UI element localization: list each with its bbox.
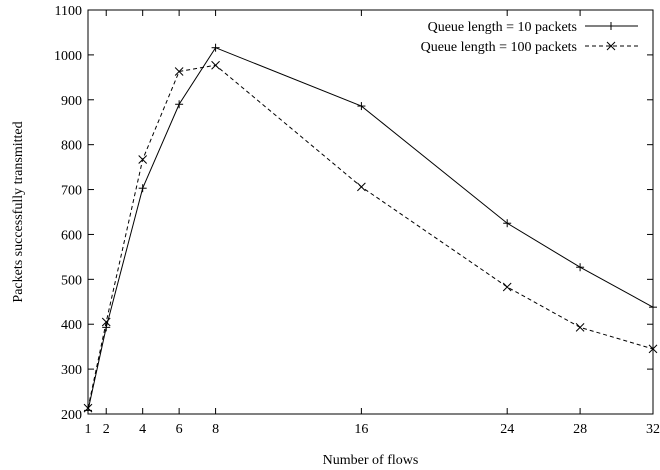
y-tick-label: 600	[61, 228, 82, 243]
series-line	[87, 47, 654, 411]
series-queue-10	[84, 43, 657, 415]
x-axis-label: Number of flows	[323, 453, 419, 468]
y-tick-label: 300	[61, 363, 82, 378]
data-point	[357, 182, 366, 192]
series-queue-100	[83, 60, 658, 413]
y-tick-label: 200	[61, 408, 82, 423]
data-point	[175, 100, 184, 109]
legend-label-queue-10: Queue length = 10 packets	[428, 20, 577, 35]
data-point	[102, 323, 111, 332]
data-point	[211, 43, 220, 52]
data-point	[576, 263, 585, 272]
data-point	[503, 219, 512, 228]
legend: Queue length = 10 packets Queue length =…	[421, 20, 638, 55]
y-tick-label: 800	[61, 139, 82, 154]
series-line	[87, 64, 654, 409]
data-point	[138, 155, 148, 164]
data-point	[575, 323, 585, 332]
legend-marker-queue-10	[607, 22, 615, 30]
series-layer	[83, 43, 658, 415]
y-tick-label: 700	[61, 184, 82, 199]
x-tick-label: 1	[85, 422, 92, 437]
data-point	[211, 60, 220, 70]
data-point	[138, 184, 147, 193]
legend-label-queue-100: Queue length = 100 packets	[421, 40, 577, 55]
legend-marker-queue-100	[606, 41, 616, 51]
data-point	[101, 317, 111, 327]
x-tick-label: 8	[212, 422, 219, 437]
legend-entry-queue-10: Queue length = 10 packets	[428, 20, 638, 35]
data-point	[357, 102, 366, 111]
x-tick-label: 2	[103, 422, 110, 437]
x-tick-label: 4	[139, 422, 146, 437]
x-tick-label: 16	[354, 422, 368, 437]
x-tick-label: 28	[573, 422, 587, 437]
data-point	[174, 67, 184, 76]
y-axis-label: Packets successfully transmitted	[11, 121, 26, 302]
legend-marker	[607, 22, 615, 30]
tick-layer: 1 2 4 6 8 16 24 28 32200300400500600700800900100…	[54, 4, 660, 437]
data-point	[502, 282, 512, 292]
y-tick-label: 500	[61, 273, 82, 288]
x-tick-label: 6	[176, 422, 183, 437]
y-tick-label: 1000	[54, 49, 82, 64]
legend-marker	[606, 41, 616, 51]
y-tick-label: 900	[61, 94, 82, 109]
plot-frame	[87, 9, 654, 415]
y-tick-label: 400	[61, 318, 82, 333]
x-tick-label: 24	[500, 422, 514, 437]
y-tick-label: 1100	[55, 4, 82, 19]
legend-entry-queue-100: Queue length = 100 packets	[421, 40, 638, 55]
x-tick-label: 32	[646, 422, 660, 437]
